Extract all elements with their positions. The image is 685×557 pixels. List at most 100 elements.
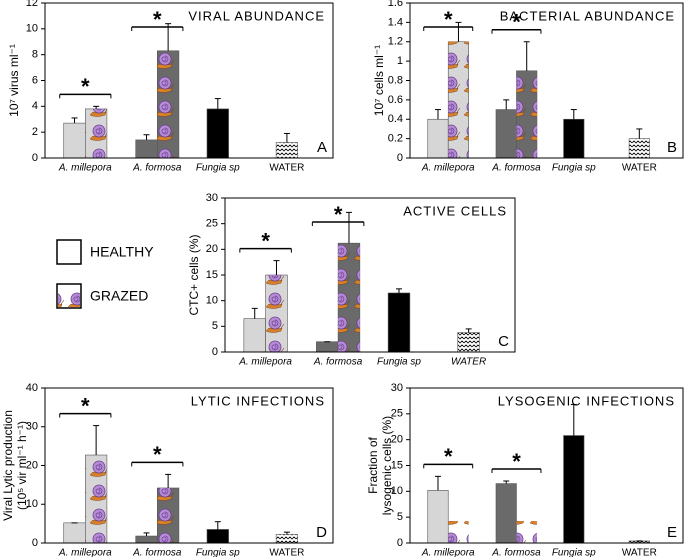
x-tick-label: A. formosa bbox=[491, 163, 541, 174]
significance-star: * bbox=[444, 7, 453, 32]
y-axis-label: (10⁵ vir ml⁻¹ h⁻¹) bbox=[15, 421, 29, 510]
bar bbox=[206, 108, 229, 159]
y-tick-label: 10 bbox=[26, 498, 38, 510]
panel-label: A bbox=[317, 139, 327, 156]
y-tick-label: 0 bbox=[397, 152, 403, 164]
bar bbox=[243, 318, 266, 353]
y-tick-label: 40 bbox=[26, 382, 38, 394]
legend: HEALTHY GRAZED bbox=[56, 239, 154, 309]
x-tick-label: A. formosa bbox=[132, 163, 182, 174]
bar bbox=[135, 535, 158, 544]
x-tick-label: A. millepora bbox=[421, 163, 475, 174]
y-tick-label: 30 bbox=[26, 421, 38, 433]
bar bbox=[387, 292, 411, 353]
y-axis-label: Viral Lytic production bbox=[1, 410, 15, 521]
y-tick-label: 6 bbox=[32, 74, 38, 86]
y-tick-label: 1.4 bbox=[388, 16, 403, 28]
y-axis-label: lysogenic cells (%) bbox=[380, 416, 394, 515]
x-tick-label: WATER bbox=[269, 548, 304, 557]
bar-chart: 0 0.2 0.4 0.6 0.8 1 1.2 1.4 1.6 10⁷ cells ml⁻¹ A. … bbox=[372, 0, 684, 174]
plot-frame bbox=[224, 197, 516, 353]
y-tick-label: 20 bbox=[206, 243, 218, 255]
bar bbox=[427, 118, 449, 159]
bar bbox=[275, 534, 299, 544]
legend-label: HEALTHY bbox=[90, 244, 154, 260]
y-tick-label: 10 bbox=[26, 23, 38, 35]
x-tick-label: A. formosa bbox=[491, 548, 541, 557]
plot-frame bbox=[44, 387, 334, 544]
y-tick-label: 4 bbox=[32, 100, 38, 112]
x-tick-label: A. millepora bbox=[421, 548, 475, 557]
y-tick-label: 10 bbox=[391, 485, 403, 497]
significance-star: * bbox=[153, 442, 162, 467]
x-tick-label: WATER bbox=[269, 163, 304, 174]
y-tick-label: 5 bbox=[397, 511, 403, 523]
bar-pattern bbox=[157, 487, 179, 543]
y-tick-label: 20 bbox=[391, 434, 403, 446]
y-tick-label: 25 bbox=[391, 408, 403, 420]
y-axis-label: 10⁷ cells ml⁻¹ bbox=[372, 45, 386, 116]
significance-star: * bbox=[81, 74, 90, 99]
y-tick-label: 30 bbox=[206, 192, 218, 204]
chart-title: LYSOGENIC INFECTIONS bbox=[498, 393, 675, 408]
y-tick-label: 1.2 bbox=[388, 36, 403, 48]
bar-pattern bbox=[338, 243, 360, 352]
panel-label: D bbox=[316, 524, 327, 541]
y-tick-label: 0.2 bbox=[388, 133, 403, 145]
bar-pattern bbox=[157, 50, 179, 158]
plot-frame bbox=[44, 2, 334, 159]
legend-swatch bbox=[56, 239, 82, 265]
x-tick-label: Fungia sp bbox=[196, 548, 240, 557]
bar-pattern bbox=[516, 70, 537, 158]
y-tick-label: 0 bbox=[397, 537, 403, 549]
bar-chart: 0 2 4 6 8 10 12 10⁷ virus ml⁻¹ A. millepora * A. f… bbox=[7, 0, 334, 174]
y-axis-label: Fraction of bbox=[366, 436, 380, 493]
bar bbox=[628, 138, 650, 159]
y-tick-label: 25 bbox=[206, 218, 218, 230]
y-tick-label: 0.4 bbox=[388, 113, 403, 125]
bar bbox=[63, 522, 86, 544]
bar bbox=[135, 139, 158, 159]
x-tick-label: WATER bbox=[622, 163, 657, 174]
bar-chart: 0 10 20 30 40 Viral Lytic production (10⁵ vir … bbox=[1, 382, 334, 557]
bar-pattern bbox=[85, 455, 107, 543]
x-tick-label: A. millepora bbox=[58, 163, 112, 174]
bar bbox=[275, 142, 299, 159]
panel-label: B bbox=[667, 139, 677, 156]
bar-pattern bbox=[85, 108, 107, 158]
y-axis-label: CTC+ cells (%) bbox=[187, 234, 201, 315]
bar bbox=[563, 435, 585, 544]
bar-chart: 0 5 10 15 20 25 30 Fraction of lysogenic cells (… bbox=[366, 382, 684, 557]
significance-star: * bbox=[512, 10, 521, 35]
bar bbox=[495, 483, 517, 544]
x-tick-label: Fungia sp bbox=[377, 357, 421, 368]
y-tick-label: 0 bbox=[212, 346, 218, 358]
significance-star: * bbox=[334, 202, 343, 227]
y-tick-label: 20 bbox=[26, 459, 38, 471]
y-tick-label: 10 bbox=[206, 295, 218, 307]
bar-pattern bbox=[265, 275, 288, 352]
y-tick-label: 5 bbox=[212, 320, 218, 332]
y-tick-label: 8 bbox=[32, 49, 38, 61]
bar bbox=[206, 529, 229, 544]
bar bbox=[316, 341, 339, 353]
plot-frame bbox=[409, 2, 684, 159]
bar bbox=[63, 122, 86, 159]
y-tick-label: 0 bbox=[32, 152, 38, 164]
significance-star: * bbox=[512, 449, 521, 474]
x-tick-label: A. millepora bbox=[58, 548, 112, 557]
plot-frame bbox=[409, 387, 684, 544]
y-tick-label: 2 bbox=[32, 126, 38, 138]
bar-pattern bbox=[516, 521, 537, 543]
significance-star: * bbox=[261, 228, 270, 253]
significance-star: * bbox=[444, 444, 453, 469]
x-tick-label: Fungia sp bbox=[552, 163, 596, 174]
x-tick-label: WATER bbox=[451, 357, 486, 368]
y-tick-label: 15 bbox=[206, 269, 218, 281]
y-tick-label: 12 bbox=[26, 0, 38, 9]
chart-title: ACTIVE CELLS bbox=[403, 203, 507, 218]
panel-label: C bbox=[498, 333, 509, 350]
bar-chart: 0 5 10 15 20 25 30 CTC+ cells (%) A. millepora * A… bbox=[187, 192, 516, 368]
x-tick-label: A. formosa bbox=[132, 548, 182, 557]
